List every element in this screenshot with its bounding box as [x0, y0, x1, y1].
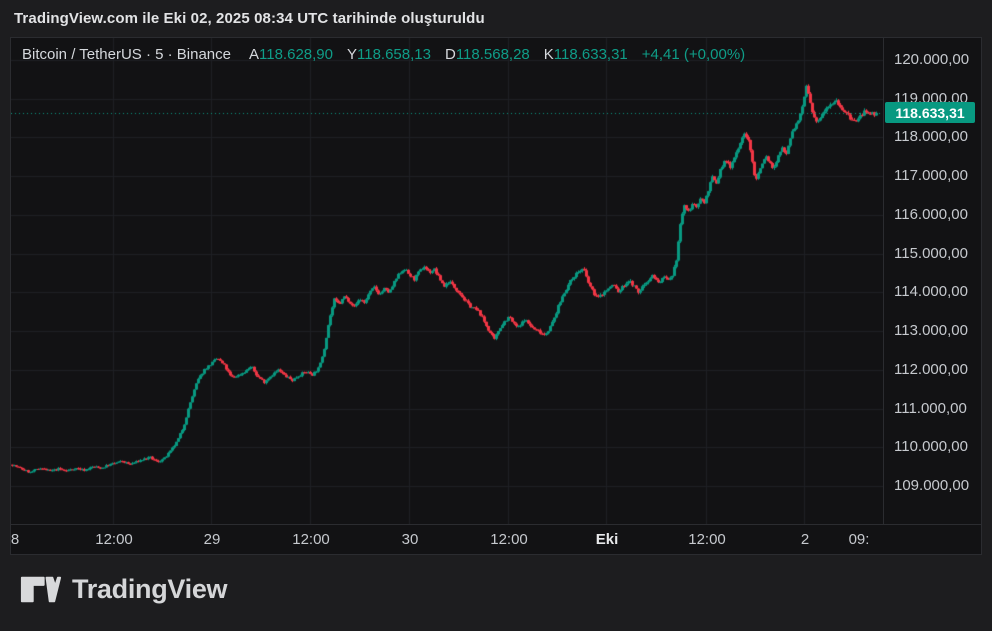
x-axis-label: 29: [203, 531, 221, 548]
chart-frame: Bitcoin / TetherUS · 5 · Binance A118.628…: [10, 37, 982, 555]
high-value: 118.658,13: [357, 46, 431, 63]
x-axis-label: 12:00: [292, 531, 330, 548]
x-axis-label: 12:00: [95, 531, 133, 548]
open-value: 118.628,90: [259, 46, 333, 63]
low-value: 118.568,28: [455, 46, 530, 63]
x-axis-label: 2: [800, 531, 810, 548]
y-axis-label: 114.000,00: [894, 283, 968, 301]
y-axis-label: 118.000,00: [894, 128, 968, 146]
close-value: 118.633,31: [553, 46, 628, 63]
time-axis[interactable]: 8 12:00 29 12:00 30 12:00 Eki 12:00 2 09:: [11, 524, 981, 554]
ohlc-close: K118.633,31: [544, 46, 628, 63]
y-axis-label: 109.000,00: [894, 476, 970, 494]
low-label: D: [444, 46, 456, 63]
y-axis-label: 113.000,00: [894, 322, 968, 340]
high-label: Y: [346, 46, 357, 63]
x-axis-label: 12:00: [688, 531, 726, 548]
y-axis-label: 115.000,00: [894, 244, 968, 262]
tradingview-wordmark: TradingView: [72, 574, 228, 604]
attribution-text: TradingView.com ile Eki 02, 2025 08:34 U…: [14, 10, 485, 27]
y-axis-label: 111.000,00: [894, 399, 967, 417]
last-price-badge: 118.633,31: [885, 102, 975, 124]
x-axis-label: 12:00: [490, 531, 528, 548]
price-axis[interactable]: 118.633,31 120.000,00 119.000,00 118.000,0…: [883, 38, 982, 524]
symbol-title: Bitcoin / TetherUS · 5 · Binance: [22, 46, 231, 63]
y-axis-label: 116.000,00: [894, 205, 968, 223]
y-axis-label: 110.000,00: [894, 438, 968, 456]
close-label: K: [543, 46, 554, 63]
y-axis-label: 120.000,00: [894, 51, 970, 68]
ohlc-high: Y118.658,13: [347, 46, 431, 63]
tradingview-logo-icon: [20, 576, 62, 603]
candlestick-chart-canvas[interactable]: [11, 38, 883, 524]
x-axis-label: 09:: [848, 531, 870, 548]
x-axis-label: Eki: [595, 531, 619, 548]
ohlc-open: A118.628,90: [249, 46, 333, 63]
tradingview-logo[interactable]: TradingView: [20, 574, 228, 605]
x-axis-label: 8: [10, 531, 20, 548]
chart-legend: Bitcoin / TetherUS · 5 · Binance A118.628…: [22, 46, 745, 63]
x-axis-label: 30: [401, 531, 419, 548]
y-axis-label: 117.000,00: [894, 167, 968, 185]
y-axis-label: 112.000,00: [894, 360, 968, 378]
open-label: A: [249, 46, 260, 63]
change-value: +4,41 (+0,00%): [641, 46, 746, 63]
attribution-bar: TradingView.com ile Eki 02, 2025 08:34 U…: [0, 0, 992, 37]
ohlc-low: D118.568,28: [445, 46, 530, 63]
